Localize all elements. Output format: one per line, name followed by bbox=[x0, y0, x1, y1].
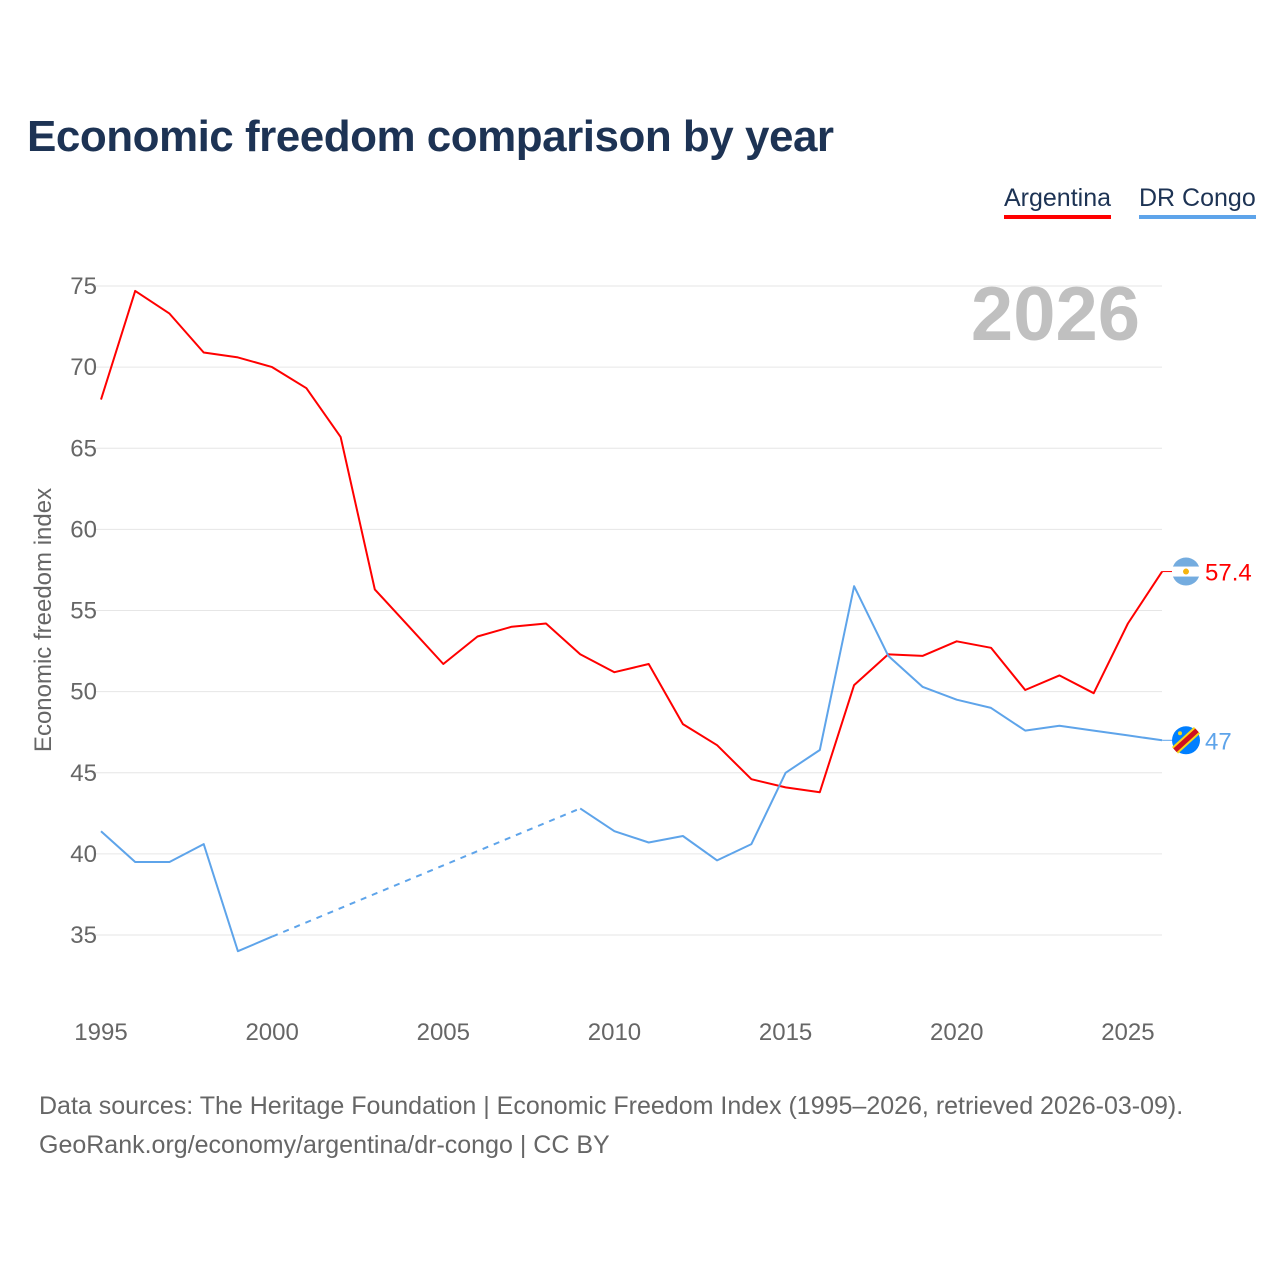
y-tick-label: 45 bbox=[70, 760, 97, 787]
x-tick-label: 1995 bbox=[74, 1019, 127, 1046]
data-point bbox=[99, 829, 103, 833]
data-point bbox=[715, 743, 719, 747]
data-point bbox=[578, 652, 582, 656]
data-point bbox=[304, 386, 308, 390]
data-point bbox=[612, 670, 616, 674]
data-point bbox=[852, 683, 856, 687]
legend-item-argentina[interactable]: Argentina bbox=[1004, 184, 1112, 219]
y-tick-label: 60 bbox=[70, 516, 97, 543]
dr-congo-flag-icon bbox=[1178, 731, 1182, 736]
data-point bbox=[818, 748, 822, 752]
x-tick-label: 2020 bbox=[930, 1019, 983, 1046]
x-tick-label: 2000 bbox=[245, 1019, 298, 1046]
y-tick-label: 35 bbox=[70, 922, 97, 949]
series-line-dr-congo bbox=[579, 585, 1163, 862]
source-url-text: GeoRank.org/economy/argentina/dr-congo |… bbox=[39, 1131, 610, 1159]
x-tick-label: 2025 bbox=[1101, 1019, 1154, 1046]
data-source-text: Data sources: The Heritage Foundation | … bbox=[39, 1092, 1184, 1120]
data-point bbox=[99, 398, 103, 402]
end-value-label: 47 bbox=[1205, 728, 1232, 755]
year-watermark: 2026 bbox=[971, 272, 1140, 357]
data-point bbox=[476, 634, 480, 638]
argentina-flag-icon bbox=[1183, 568, 1189, 575]
y-tick-label: 40 bbox=[70, 841, 97, 868]
data-point bbox=[989, 706, 993, 710]
data-point bbox=[339, 435, 343, 439]
data-point bbox=[955, 698, 959, 702]
data-point bbox=[921, 654, 925, 658]
data-point bbox=[1023, 729, 1027, 733]
data-point bbox=[407, 625, 411, 629]
data-point bbox=[886, 654, 890, 658]
data-point bbox=[578, 806, 582, 810]
dr-congo-flag-icon bbox=[1173, 728, 1199, 753]
data-point bbox=[441, 662, 445, 666]
data-point bbox=[1126, 621, 1130, 625]
data-point bbox=[1092, 691, 1096, 695]
y-tick-label: 75 bbox=[70, 273, 97, 300]
y-tick-label: 50 bbox=[70, 679, 97, 706]
data-point bbox=[167, 312, 171, 316]
data-point bbox=[1023, 688, 1027, 692]
x-tick-label: 2005 bbox=[417, 1019, 470, 1046]
data-point bbox=[544, 621, 548, 625]
data-point bbox=[270, 365, 274, 369]
data-point bbox=[1057, 724, 1061, 728]
data-point bbox=[510, 625, 514, 629]
data-point bbox=[921, 685, 925, 689]
data-point bbox=[784, 771, 788, 775]
x-tick-label: 2015 bbox=[759, 1019, 812, 1046]
end-value-label: 57.4 bbox=[1205, 560, 1252, 587]
series-line-argentina bbox=[100, 289, 1163, 794]
data-point bbox=[749, 777, 753, 781]
data-point bbox=[715, 858, 719, 862]
data-point bbox=[1126, 733, 1130, 737]
data-point bbox=[167, 860, 171, 864]
data-point bbox=[236, 949, 240, 953]
data-point bbox=[681, 834, 685, 838]
series-gap-dashed bbox=[271, 807, 581, 938]
data-point bbox=[1057, 673, 1061, 677]
series-line-dr-congo bbox=[100, 830, 273, 953]
data-point bbox=[647, 662, 651, 666]
data-point bbox=[784, 785, 788, 789]
legend-item-dr-congo[interactable]: DR Congo bbox=[1139, 184, 1256, 219]
footer: Data sources: The Heritage Foundation | … bbox=[39, 1087, 1183, 1165]
data-point bbox=[133, 860, 137, 864]
data-point bbox=[270, 935, 274, 939]
data-point bbox=[202, 351, 206, 355]
y-tick-label: 70 bbox=[70, 354, 97, 381]
y-tick-label: 65 bbox=[70, 435, 97, 462]
data-point bbox=[818, 790, 822, 794]
data-point bbox=[133, 289, 137, 293]
data-point bbox=[647, 841, 651, 845]
data-point bbox=[749, 842, 753, 846]
data-point bbox=[373, 587, 377, 591]
chart-title: Economic freedom comparison by year bbox=[27, 112, 834, 161]
data-point bbox=[236, 355, 240, 359]
data-point bbox=[202, 842, 206, 846]
y-axis-label: Economic freedom index bbox=[30, 488, 57, 752]
data-point bbox=[612, 829, 616, 833]
y-tick-label: 55 bbox=[70, 598, 97, 625]
data-point bbox=[1092, 729, 1096, 733]
data-point bbox=[955, 639, 959, 643]
data-point bbox=[989, 646, 993, 650]
data-point bbox=[852, 584, 856, 588]
data-point bbox=[681, 722, 685, 726]
x-tick-label: 2010 bbox=[588, 1019, 641, 1046]
